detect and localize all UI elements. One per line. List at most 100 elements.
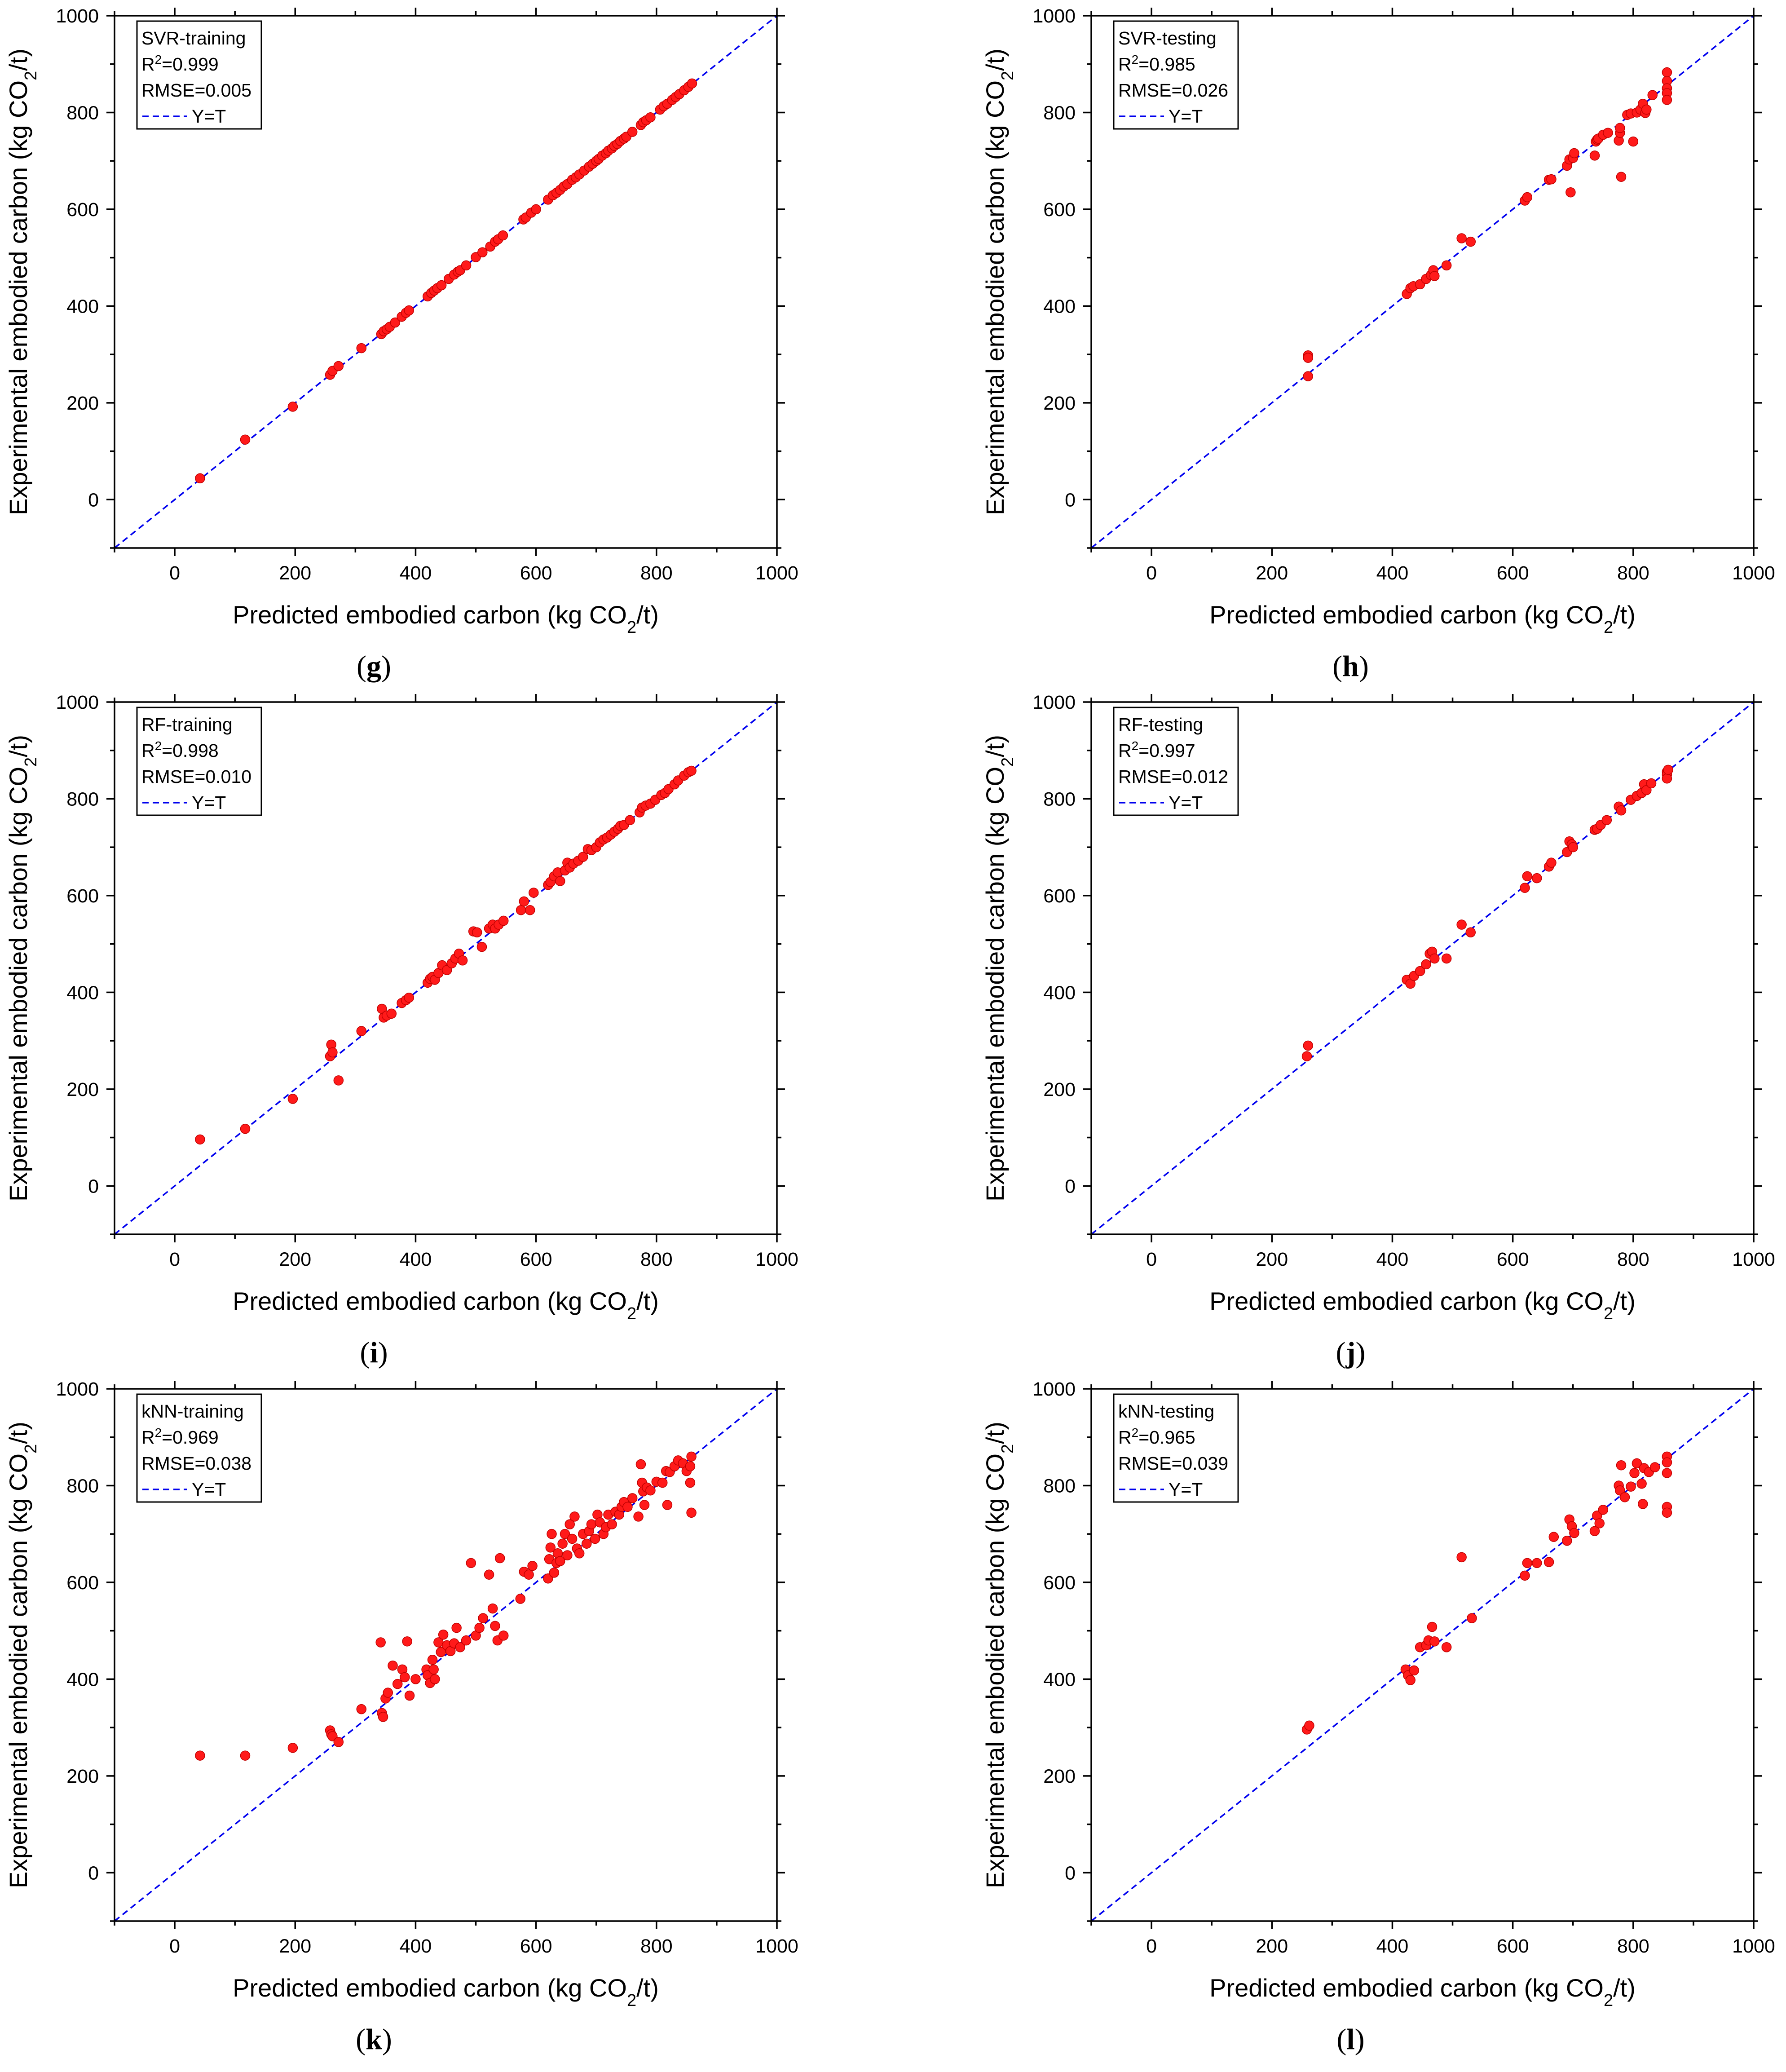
y-tick-label: 600 xyxy=(66,1572,99,1594)
x-tick-label: 1000 xyxy=(755,1249,798,1270)
plot-frame xyxy=(1090,15,1755,549)
plot-frame xyxy=(114,1388,778,1922)
data-point xyxy=(455,1642,465,1652)
data-point xyxy=(1662,773,1672,784)
y-tick-label: 0 xyxy=(1065,1862,1076,1884)
data-point xyxy=(1632,1458,1642,1469)
data-point xyxy=(1662,67,1672,78)
data-point xyxy=(1522,1558,1533,1568)
data-point xyxy=(1546,174,1557,185)
x-tick-label: 800 xyxy=(640,1935,673,1957)
y-tick-label: 1000 xyxy=(56,692,99,713)
panel-caption: (i) xyxy=(360,1336,388,1369)
x-tick-label: 200 xyxy=(279,562,311,584)
data-point xyxy=(555,1556,565,1566)
data-point xyxy=(1548,1532,1559,1542)
legend-series-name: SVR-training xyxy=(141,28,246,49)
data-point xyxy=(1429,271,1440,281)
legend-series-name: RF-training xyxy=(141,714,233,735)
legend-rmse: RMSE=0.005 xyxy=(141,80,251,101)
x-axis-label: Predicted embodied carbon (kg CO2/t) xyxy=(1209,601,1636,637)
data-point xyxy=(1601,815,1612,826)
y-tick-label: 800 xyxy=(1043,102,1076,124)
data-point xyxy=(1662,1468,1672,1478)
legend-rmse: RMSE=0.010 xyxy=(141,766,251,787)
x-tick-label: 0 xyxy=(1146,1935,1157,1957)
legend-r2: R2=0.965 xyxy=(1118,1426,1195,1448)
legend-series-name: SVR-testing xyxy=(1118,28,1217,49)
data-point xyxy=(569,1511,580,1522)
x-tick-label: 600 xyxy=(520,1249,552,1270)
data-point xyxy=(1405,1675,1416,1685)
x-tick-label: 0 xyxy=(169,1249,180,1270)
data-point xyxy=(1662,95,1672,105)
data-point xyxy=(392,1679,403,1689)
data-point xyxy=(457,955,468,966)
data-point xyxy=(333,361,344,371)
x-tick-label: 600 xyxy=(520,1935,552,1957)
x-tick-label: 800 xyxy=(1617,562,1649,584)
y-tick-label: 0 xyxy=(1065,1175,1076,1197)
x-tick-label: 1000 xyxy=(1732,562,1775,584)
data-point xyxy=(1467,1613,1477,1623)
panel-l: 0 200 400 600 800 1000 0 200 400 600 800 1000 Predic… xyxy=(981,1378,1775,2056)
data-point xyxy=(685,1477,696,1488)
y-tick-label: 0 xyxy=(1065,489,1076,511)
data-point xyxy=(1594,1518,1605,1529)
panel-h: 0 200 400 600 800 1000 0 200 400 600 800 1000 Predic… xyxy=(981,5,1775,683)
data-point xyxy=(1638,1499,1648,1509)
data-point xyxy=(474,1622,485,1633)
data-point xyxy=(498,1630,509,1641)
legend-r2: R2=0.985 xyxy=(1118,53,1195,75)
legend: kNN-testing R2=0.965 RMSE=0.039 Y=T xyxy=(1113,1393,1239,1503)
data-point xyxy=(516,905,526,915)
y-tick-label: 1000 xyxy=(1032,1378,1076,1400)
data-point xyxy=(1662,1457,1672,1467)
data-point xyxy=(1303,371,1313,381)
legend: SVR-testing R2=0.985 RMSE=0.026 Y=T xyxy=(1113,20,1239,130)
data-point xyxy=(428,1664,439,1675)
data-point xyxy=(1456,1552,1467,1563)
data-point xyxy=(1456,919,1467,930)
data-point xyxy=(1415,966,1425,976)
panel-i: 0 200 400 600 800 1000 0 200 400 600 800 1000 Predic… xyxy=(4,692,798,1369)
data-point xyxy=(627,1493,638,1503)
data-point xyxy=(547,1529,557,1539)
legend-line-label: Y=T xyxy=(192,792,226,813)
data-point xyxy=(1589,150,1600,161)
data-point xyxy=(686,1507,697,1518)
data-point xyxy=(1626,1481,1636,1492)
data-point xyxy=(1649,1462,1660,1472)
y-axis-label: Experimental embodied carbon (kg CO2/t) xyxy=(981,735,1017,1202)
data-point xyxy=(686,1451,697,1462)
data-point xyxy=(1569,1528,1579,1538)
y-tick-label: 0 xyxy=(88,489,99,511)
legend-rmse: RMSE=0.026 xyxy=(1118,80,1228,101)
data-point xyxy=(390,317,401,328)
y-axis-label: Experimental embodied carbon (kg CO2/t) xyxy=(4,735,40,1202)
data-point xyxy=(1662,1507,1672,1518)
x-tick-label: 200 xyxy=(279,1935,311,1957)
data-point xyxy=(383,1688,393,1698)
data-point xyxy=(441,965,452,976)
data-point xyxy=(557,1538,568,1549)
legend-r2: R2=0.969 xyxy=(141,1426,219,1448)
plot-frame xyxy=(1090,1388,1755,1922)
data-point xyxy=(627,127,638,137)
data-point xyxy=(582,1538,592,1549)
reference-line xyxy=(1091,1389,1754,1921)
legend-line-label: Y=T xyxy=(1169,792,1203,813)
data-point xyxy=(1522,871,1533,882)
x-axis-label: Predicted embodied carbon (kg CO2/t) xyxy=(233,1974,659,2010)
data-point xyxy=(562,1550,573,1560)
panel-k: 0 200 400 600 800 1000 0 200 400 600 800 1000 Predic… xyxy=(4,1378,798,2056)
legend-line-label: Y=T xyxy=(192,1479,226,1500)
data-point xyxy=(639,1500,650,1510)
y-tick-label: 200 xyxy=(1043,1766,1076,1787)
y-tick-label: 200 xyxy=(1043,393,1076,414)
data-point xyxy=(451,1622,462,1633)
data-point xyxy=(404,992,414,1003)
data-point xyxy=(287,1094,298,1104)
y-tick-label: 400 xyxy=(66,1669,99,1690)
data-point xyxy=(1663,764,1673,775)
